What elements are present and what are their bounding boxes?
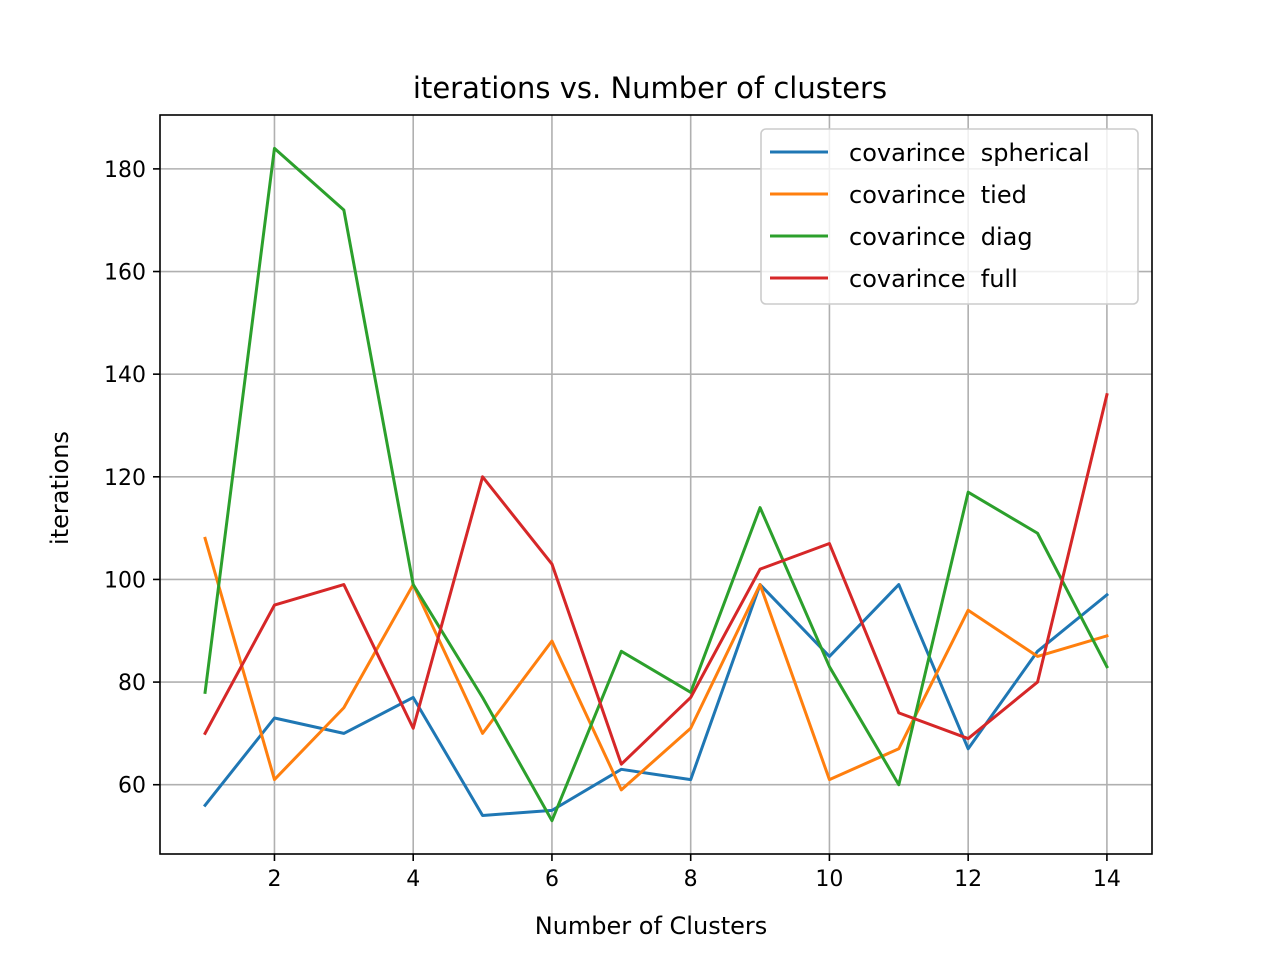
x-tick-label: 6: [545, 867, 559, 892]
y-axis-label: iterations: [46, 431, 74, 545]
y-tick-label: 60: [118, 774, 146, 799]
x-tick-label: 14: [1093, 867, 1121, 892]
legend-label-diag: covarince diag: [849, 223, 1033, 251]
y-tick-label: 80: [118, 671, 146, 696]
x-tick-label: 2: [267, 867, 281, 892]
legend: covarince spherical covarince tied covar…: [760, 128, 1139, 305]
legend-label-spherical: covarince spherical: [849, 139, 1090, 167]
plot-area-frame: [159, 114, 1153, 855]
y-tick-label: 160: [104, 261, 146, 286]
series-line-tied: [203, 536, 1109, 792]
y-tick-label: 140: [104, 363, 146, 388]
x-tick-label: 8: [684, 867, 698, 892]
x-tick-label: 10: [815, 867, 843, 892]
axis-ticks: 2 4 6 8 10 12 14 60 80 100 120 140 160 180: [104, 158, 1121, 892]
y-tick-label: 180: [104, 158, 146, 183]
x-tick-label: 4: [406, 867, 420, 892]
y-tick-label: 120: [104, 466, 146, 491]
series-line-spherical: [202, 583, 1110, 818]
series-line-full: [203, 392, 1109, 766]
chart-title: iterations vs. Number of clusters: [413, 71, 887, 105]
legend-label-full: covarince full: [849, 265, 1018, 293]
grid: [160, 115, 1152, 854]
y-tick-label: 100: [104, 568, 146, 593]
series-lines: [202, 146, 1110, 823]
legend-box: [760, 128, 1139, 305]
series-line-diag: [203, 146, 1109, 823]
x-axis-label: Number of Clusters: [535, 912, 768, 940]
legend-label-tied: covarince tied: [849, 181, 1027, 209]
x-tick-label: 12: [954, 867, 982, 892]
